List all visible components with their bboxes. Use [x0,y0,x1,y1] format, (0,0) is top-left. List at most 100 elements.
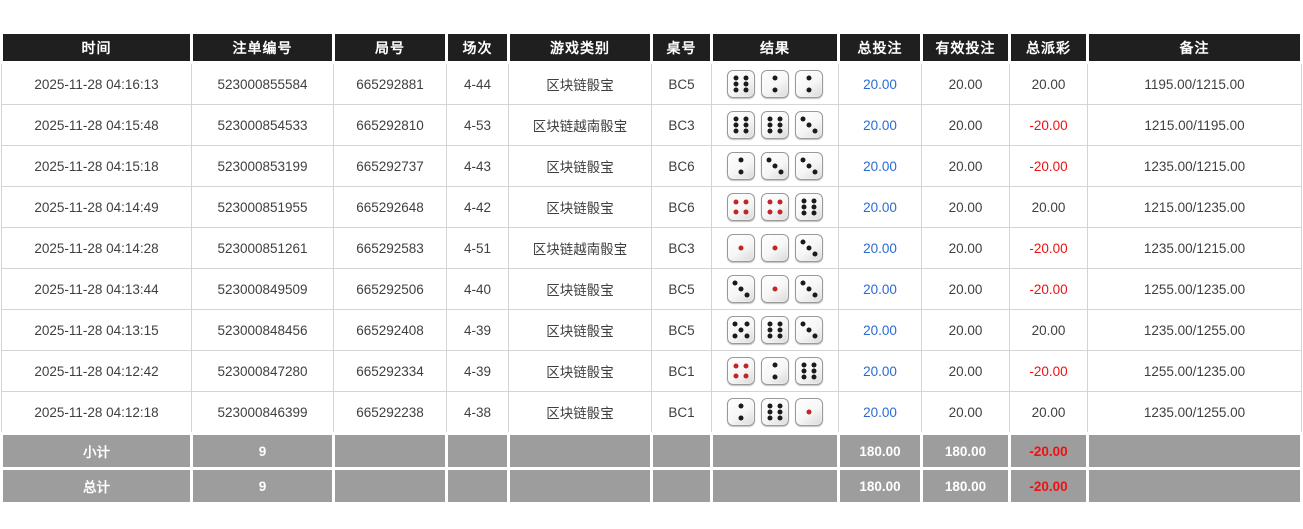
cell-valid-bet: 20.00 [921,62,1010,105]
summary-row: 总计 9 180.00 180.00 -20.00 [0,467,1303,505]
cell-table-no: BC3 [651,227,712,269]
summary-total-bet: 180.00 [837,467,923,505]
die-pip [812,128,818,134]
total-bet-value[interactable]: 20.00 [863,158,897,174]
total-bet-value[interactable]: 20.00 [863,76,897,92]
die-pip [812,292,818,298]
total-bet-value[interactable]: 20.00 [863,363,897,379]
die-pip [738,403,744,409]
summary-empty-table-no [650,432,713,470]
cell-table-no: BC5 [651,309,712,351]
die-pip [777,122,783,128]
die-3-icon [795,152,823,180]
die-pip [743,209,749,215]
cell-session: 4-40 [446,268,509,310]
dice-result [712,152,838,180]
die-pip [801,374,807,380]
column-header-result: 结果 [710,31,840,64]
table-body: 2025-11-28 04:16:13 523000855584 665292881… [1,62,1302,434]
cell-table-no: BC1 [651,391,712,434]
die-pip [811,204,817,210]
cell-time: 2025-11-28 04:16:13 [1,62,192,105]
cell-bet-id: 523000851955 [191,186,334,228]
die-3-icon [795,275,823,303]
cell-round-id: 665292810 [333,104,447,146]
die-pip [743,81,749,87]
summary-count: 9 [190,432,335,470]
table-row: 2025-11-28 04:14:49 523000851955 665292648… [1,186,1302,228]
cell-session: 4-44 [446,62,509,105]
cell-total-payout: -20.00 [1009,104,1088,146]
cell-remark: 1235.00/1255.00 [1087,309,1302,351]
die-pip [743,116,749,122]
die-pip [767,199,773,205]
cell-time: 2025-11-28 04:12:18 [1,391,192,434]
cell-time: 2025-11-28 04:13:15 [1,309,192,351]
cell-table-no: BC3 [651,104,712,146]
die-pip [806,409,812,415]
cell-total-payout: 20.00 [1009,186,1088,228]
die-pip [777,199,783,205]
cell-table-no: BC5 [651,62,712,105]
die-6-icon [795,357,823,385]
summary-row: 小计 9 180.00 180.00 -20.00 [0,432,1303,470]
cell-session: 4-43 [446,145,509,187]
summary-remark [1086,432,1303,470]
die-pip [744,333,750,339]
cell-total-bet: 20.00 [838,268,922,310]
die-1-icon [795,398,823,426]
die-4-icon [761,193,789,221]
die-pip [777,327,783,333]
die-pip [772,286,778,292]
die-6-icon [795,193,823,221]
die-2-icon [761,357,789,385]
die-pip [800,280,806,286]
die-pip [772,163,778,169]
cell-valid-bet: 20.00 [921,391,1010,434]
die-pip [772,87,778,93]
table-row: 2025-11-28 04:12:42 523000847280 665292334… [1,350,1302,392]
table-row: 2025-11-28 04:16:13 523000855584 665292881… [1,62,1302,105]
die-pip [777,415,783,421]
cell-game-type: 区块链越南骰宝 [508,227,652,269]
total-bet-value[interactable]: 20.00 [863,240,897,256]
die-2-icon [727,398,755,426]
die-pip [772,75,778,81]
table-row: 2025-11-28 04:14:28 523000851261 665292583… [1,227,1302,269]
cell-table-no: BC6 [651,186,712,228]
die-4-icon [727,357,755,385]
cell-round-id: 665292881 [333,62,447,105]
die-pip [733,75,739,81]
die-pip [767,128,773,134]
table-row: 2025-11-28 04:12:18 523000846399 665292238… [1,391,1302,434]
cell-game-type: 区块链骰宝 [508,309,652,351]
die-pip [743,122,749,128]
cell-valid-bet: 20.00 [921,104,1010,146]
total-bet-value[interactable]: 20.00 [863,322,897,338]
cell-total-bet: 20.00 [838,104,922,146]
column-header-session: 场次 [445,31,510,64]
cell-game-type: 区块链骰宝 [508,62,652,105]
cell-time: 2025-11-28 04:13:44 [1,268,192,310]
die-pip [767,415,773,421]
die-pip [806,75,812,81]
die-pip [801,204,807,210]
die-pip [767,327,773,333]
total-bet-value[interactable]: 20.00 [863,117,897,133]
dice-result [712,111,838,139]
die-5-icon [727,316,755,344]
die-pip [812,251,818,257]
summary-total-payout: -20.00 [1008,467,1089,505]
summary-empty-round-id [332,432,448,470]
die-pip [777,128,783,134]
cell-total-payout: -20.00 [1009,145,1088,187]
die-pip [806,87,812,93]
cell-result [711,309,839,351]
total-bet-value[interactable]: 20.00 [863,199,897,215]
total-bet-value[interactable]: 20.00 [863,404,897,420]
die-2-icon [795,70,823,98]
die-pip [738,245,744,251]
die-pip [777,403,783,409]
total-bet-value[interactable]: 20.00 [863,281,897,297]
die-pip [778,169,784,175]
